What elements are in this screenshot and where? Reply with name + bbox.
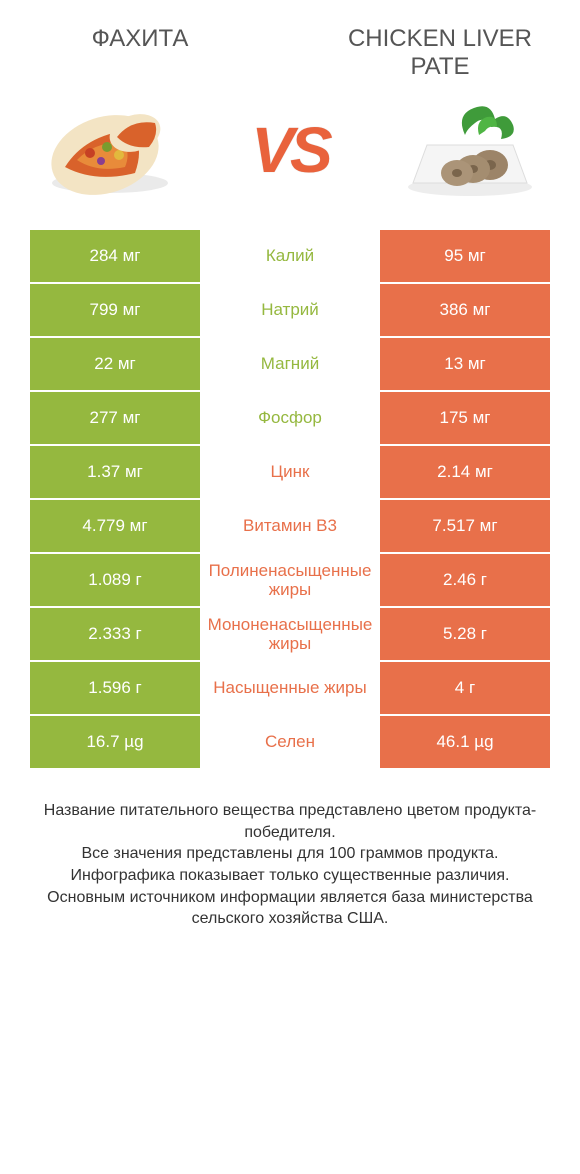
right-value: 2.46 г <box>380 554 550 606</box>
left-value: 4.779 мг <box>30 500 200 552</box>
footer-notes: Название питательного вещества представл… <box>0 770 580 930</box>
nutrient-label: Насыщенные жиры <box>200 662 380 714</box>
table-row: 22 мгМагний13 мг <box>30 338 550 392</box>
footer-line: Все значения представлены для 100 граммо… <box>30 843 550 865</box>
table-row: 1.37 мгЦинк2.14 мг <box>30 446 550 500</box>
right-value: 7.517 мг <box>380 500 550 552</box>
table-row: 1.089 гПолиненасыщенные жиры2.46 г <box>30 554 550 608</box>
header: ФАХИТА CHICKEN LIVER PATE <box>0 0 580 80</box>
right-value: 4 г <box>380 662 550 714</box>
left-value: 16.7 µg <box>30 716 200 768</box>
right-value: 95 мг <box>380 230 550 282</box>
table-row: 1.596 гНасыщенные жиры4 г <box>30 662 550 716</box>
pate-icon <box>395 95 545 205</box>
right-value: 2.14 мг <box>380 446 550 498</box>
right-value: 5.28 г <box>380 608 550 660</box>
left-food-image <box>30 90 190 210</box>
right-value: 13 мг <box>380 338 550 390</box>
image-row: VS <box>0 80 580 230</box>
nutrient-label: Витамин B3 <box>200 500 380 552</box>
fajita-icon <box>35 95 185 205</box>
table-row: 799 мгНатрий386 мг <box>30 284 550 338</box>
nutrient-label: Магний <box>200 338 380 390</box>
right-value: 46.1 µg <box>380 716 550 768</box>
left-value: 22 мг <box>30 338 200 390</box>
table-row: 284 мгКалий95 мг <box>30 230 550 284</box>
left-value: 1.596 г <box>30 662 200 714</box>
nutrient-label: Селен <box>200 716 380 768</box>
right-value: 386 мг <box>380 284 550 336</box>
nutrient-label: Калий <box>200 230 380 282</box>
left-value: 799 мг <box>30 284 200 336</box>
comparison-table: 284 мгКалий95 мг799 мгНатрий386 мг22 мгМ… <box>0 230 580 770</box>
nutrient-label: Цинк <box>200 446 380 498</box>
right-food-title: CHICKEN LIVER PATE <box>340 25 540 80</box>
table-row: 4.779 мгВитамин B37.517 мг <box>30 500 550 554</box>
left-value: 1.37 мг <box>30 446 200 498</box>
footer-line: Инфографика показывает только существенн… <box>30 865 550 887</box>
left-food-title: ФАХИТА <box>40 25 240 53</box>
left-value: 2.333 г <box>30 608 200 660</box>
table-row: 2.333 гМононенасыщенные жиры5.28 г <box>30 608 550 662</box>
left-value: 284 мг <box>30 230 200 282</box>
right-food-image <box>390 90 550 210</box>
table-row: 277 мгФосфор175 мг <box>30 392 550 446</box>
nutrient-label: Полиненасыщенные жиры <box>200 554 380 606</box>
footer-line: Основным источником информации является … <box>30 887 550 930</box>
left-value: 1.089 г <box>30 554 200 606</box>
footer-line: Название питательного вещества представл… <box>30 800 550 843</box>
right-value: 175 мг <box>380 392 550 444</box>
nutrient-label: Натрий <box>200 284 380 336</box>
left-value: 277 мг <box>30 392 200 444</box>
nutrient-label: Мононенасыщенные жиры <box>200 608 380 660</box>
table-row: 16.7 µgСелен46.1 µg <box>30 716 550 770</box>
vs-label: VS <box>251 113 328 187</box>
nutrient-label: Фосфор <box>200 392 380 444</box>
